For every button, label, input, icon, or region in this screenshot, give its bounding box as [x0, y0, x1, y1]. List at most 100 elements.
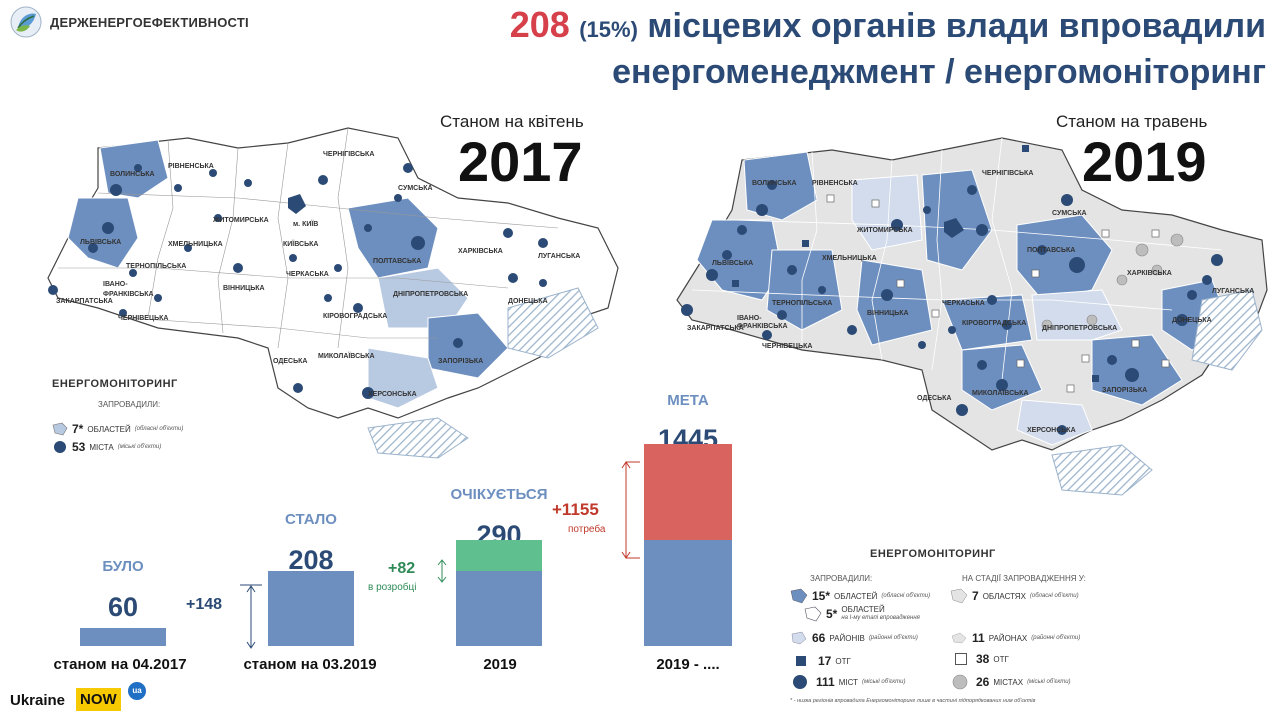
city-dot-icon — [793, 675, 807, 689]
legend-2019-progress-cities-label: МІСТАХ — [993, 677, 1024, 687]
label-khmelnytska-2017: ХМЕЛЬНИЦЬКА — [168, 241, 223, 248]
legend-2019-progress-oblasts-value: 7 — [972, 589, 979, 603]
bar-3-need — [644, 443, 732, 540]
legend-2019-progress-cities-note: (міські об'єкти) — [1027, 679, 1071, 685]
legend-2019-districts-note: (районні об'єкти) — [868, 635, 918, 641]
region-ternopilska-2019 — [766, 249, 843, 331]
legend-2019-otg-value: 17 — [818, 654, 832, 668]
legend-2017-cities-note: (міські об'єкти) — [117, 444, 162, 450]
label-dnipro-2017: ДНІПРОПЕТРОВСЬКА — [393, 291, 468, 298]
label-kharkivska-2019: ХАРКІВСЬКА — [1127, 270, 1172, 277]
diff-148-arrow — [240, 584, 262, 649]
label-ivano-2017: ІВАНО- — [103, 281, 128, 288]
legend-2019-implemented-header: ЗАПРОВАДИЛИ: — [810, 574, 873, 583]
region-khersonska-2019 — [1016, 399, 1093, 446]
bar-3-label: МЕТА — [667, 392, 709, 409]
label-zhytomyrska-2019: ЖИТОМИРСЬКА — [856, 227, 913, 234]
label-donetska-2017: ДОНЕЦЬКА — [508, 298, 548, 305]
legend-2017-oblasts: 7* ОБЛАСТЕЙ (обласні об'єкти) — [52, 422, 183, 436]
district-grey-icon — [951, 632, 967, 644]
label-mykolaivska-2019: МИКОЛАЇВСЬКА — [972, 389, 1029, 397]
logo-text: ДЕРЖЕНЕРГОЕФЕКТИВНОСТІ — [50, 15, 249, 30]
label-frankivska-2019: ФРАНКІВСЬКА — [737, 323, 788, 330]
legend-2019-progress-otg-label: ОТГ — [993, 654, 1009, 664]
label-khmelnytska-2019: ХМЕЛЬНИЦЬКА — [822, 255, 877, 262]
label-ivano-2019: ІВАНО- — [737, 315, 762, 322]
region-poltavska-2017 — [347, 197, 439, 279]
region-dnipro-2019 — [1031, 289, 1123, 341]
legend-2019-otg-label: ОТГ — [835, 656, 851, 666]
label-lvivska-2019: ЛЬВІВСЬКА — [712, 260, 753, 267]
legend-2019-cities-label: МІСТ — [838, 677, 858, 687]
legend-2019-progress-oblasts-note: (обласні об'єкти) — [1029, 593, 1079, 599]
label-khersonska-2017: ХЕРСОНСЬКА — [368, 391, 417, 398]
diff-82-sub: в розробці — [368, 582, 417, 593]
otg-outline-square-icon — [955, 653, 967, 665]
bar-2-category: 2019 — [483, 656, 517, 673]
ukraine-now-logo: Ukraine NOW ua — [10, 682, 150, 714]
label-ternopilska-2019: ТЕРНОПІЛЬСЬКА — [772, 300, 832, 307]
legend-2019-row-oblasts-stage1: 5* ОБЛАСТЕЙ на І-му етапі впровадження — [804, 606, 920, 622]
label-luhanska-2019: ЛУГАНСЬКА — [1212, 288, 1254, 295]
region-zhytomyrska-2019 — [851, 174, 923, 251]
region-volynska-2019 — [743, 151, 818, 221]
map-2019: ВОЛИНСЬКА РІВНЕНСЬКА ЧЕРНІГІВСЬКА СУМСЬК… — [676, 137, 1268, 496]
legend-2017-oblasts-note: (обласні об'єкти) — [134, 426, 184, 432]
legend-2019-row-otg: 17 ОТГ — [794, 654, 851, 668]
legend-2019-row-cities-progress: 26 МІСТАХ (міські об'єкти) — [952, 674, 1071, 690]
diff-1155-sub: потреба — [568, 524, 606, 535]
legend-2017-cities-value: 53 — [72, 440, 86, 454]
legend-2019-progress-districts-note: (районні об'єкти) — [1031, 635, 1081, 641]
legend-2017-cities-label: МІСТА — [89, 442, 114, 452]
region-poltavska-2019 — [1016, 214, 1113, 301]
bar-0 — [80, 628, 166, 646]
bar-3 — [644, 539, 732, 646]
headline: 208 (15%) місцевих органів влади впровад… — [306, 4, 1266, 93]
ministry-logo: ДЕРЖЕНЕРГОЕФЕКТИВНОСТІ — [10, 6, 250, 42]
bar-1-value: 208 — [288, 545, 334, 575]
oblast-grey-icon — [950, 588, 968, 604]
label-kharkivska-2017: ХАРКІВСЬКА — [458, 248, 503, 255]
label-frankivska-2017: ФРАНКІВСЬКА — [103, 291, 154, 298]
city-dot-icon — [54, 441, 66, 453]
bar-0-value: 60 — [107, 592, 139, 622]
diff-1155-arrow — [621, 461, 640, 559]
label-ternopilska-2017: ТЕРНОПІЛЬСЬКА — [126, 263, 186, 270]
legend-2019-stage1-value: 5* — [826, 607, 838, 621]
district-shape-icon — [791, 631, 807, 645]
label-sumska-2017: СУМСЬКА — [398, 185, 433, 192]
legend-2017-subtitle: ЗАПРОВАДИЛИ: — [98, 400, 161, 409]
legend-2019-oblasts-label: ОБЛАСТЕЙ — [834, 591, 878, 601]
ukraine-now-word: Ukraine — [10, 692, 66, 709]
bar-1 — [268, 571, 354, 646]
label-lvivska-2017: ЛЬВІВСЬКА — [80, 239, 121, 246]
bar-0-category: станом на 04.2017 — [53, 656, 187, 673]
period-label-2019: Станом на травень — [1056, 112, 1208, 131]
legend-2019-stage1-note: на І-му етапі впровадження — [841, 615, 920, 621]
leaf-logo-icon — [10, 6, 42, 38]
region-volynska-2017 — [99, 139, 169, 199]
label-dnipro-2019: ДНІПРОПЕТРОВСЬКА — [1042, 325, 1117, 332]
label-zaporizka-2017: ЗАПОРІЗЬКА — [438, 358, 483, 365]
legend-2019-progress-otg-value: 38 — [976, 652, 990, 666]
bar-2-label: ОЧІКУЄТЬСЯ — [450, 486, 548, 503]
label-volynska-2017: ВОЛИНСЬКА — [110, 171, 155, 178]
label-vinnytska-2017: ВІННИЦЬКА — [223, 285, 265, 292]
oblast-outline-icon — [804, 606, 822, 622]
city-markers-2019 — [681, 180, 1223, 435]
legend-2019-row-districts-progress: 11 РАЙОНАХ (районні об'єкти) — [950, 630, 1080, 646]
legend-2019-cities-value: 111 — [816, 675, 835, 689]
headline-line-1: 208 (15%) місцевих органів влади впровад… — [306, 4, 1266, 51]
legend-2017-oblasts-label: ОБЛАСТЕЙ — [87, 424, 131, 434]
legend-2019-progress-districts-label: РАЙОНАХ — [988, 633, 1028, 643]
label-sumska-2019: СУМСЬКА — [1052, 210, 1087, 217]
legend-2017-cities: 53 МІСТА (міські об'єкти) — [52, 440, 161, 454]
label-poltavska-2017: ПОЛТАВСЬКА — [373, 258, 421, 265]
legend-2017-oblasts-value: 7* — [72, 422, 84, 436]
diff-82-label: +82 — [388, 560, 416, 577]
bar-0-label: БУЛО — [102, 558, 144, 575]
headline-percent: (15%) — [579, 17, 638, 42]
label-zaporizka-2019: ЗАПОРІЗЬКА — [1102, 387, 1147, 394]
legend-2019-row-oblasts: 15* ОБЛАСТЕЙ (обласні об'єкти) — [790, 588, 930, 604]
oblast-shape-icon — [52, 422, 68, 436]
